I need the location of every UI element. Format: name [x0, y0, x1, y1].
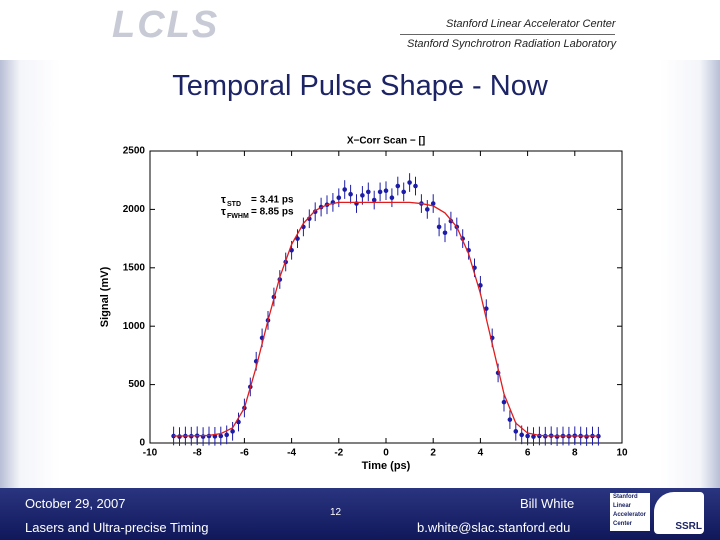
x-tick-label: 6 — [525, 448, 531, 459]
annotation-text: = 3.41 ps — [251, 195, 294, 206]
org-line: Stanford Linear Accelerator Center — [446, 18, 616, 30]
data-point — [478, 283, 483, 288]
data-point — [360, 193, 365, 198]
slide-title: Temporal Pulse Shape - Now — [172, 70, 548, 102]
data-point — [342, 187, 348, 192]
data-point — [383, 188, 389, 194]
data-point — [436, 224, 442, 230]
annotation-subscript: FWHM — [227, 213, 249, 220]
footer-event: Lasers and Ultra-precise Timing — [25, 520, 209, 535]
data-point — [389, 195, 395, 201]
org-line: Stanford Synchrotron Radiation Laborator… — [407, 38, 617, 50]
x-tick-label: 0 — [383, 448, 389, 459]
slac-logo: Stanford Linear Accelerator Center — [610, 493, 650, 531]
data-point — [377, 189, 383, 195]
y-tick-label: 1000 — [123, 321, 146, 332]
x-axis-label: Time (ps) — [362, 460, 411, 472]
page-number: 12 — [330, 507, 342, 518]
y-tick-label: 0 — [139, 438, 145, 449]
data-point — [336, 195, 342, 201]
header: LCLS Stanford Linear Accelerator Center … — [0, 0, 720, 60]
data-point — [348, 191, 353, 197]
data-point — [484, 306, 489, 311]
logo: LCLS — [112, 4, 220, 46]
data-point — [366, 189, 371, 195]
y-tick-label: 1500 — [123, 262, 146, 273]
data-point — [401, 189, 407, 195]
x-tick-label: 8 — [572, 448, 578, 459]
data-point — [407, 180, 412, 185]
annotation-text: = 8.85 ps — [251, 207, 294, 218]
data-point — [513, 429, 519, 434]
data-point — [531, 434, 536, 439]
annotation-symbol: τ — [221, 206, 226, 218]
logo-line: Linear — [613, 503, 632, 509]
footer: October 29, 2007 Lasers and Ultra-precis… — [0, 488, 720, 540]
y-tick-label: 2000 — [123, 204, 146, 215]
y-axis-label: Signal (mV) — [99, 266, 111, 327]
data-point — [230, 429, 235, 434]
divider — [400, 34, 615, 35]
annotation: τ STD = 3.41 ps — [221, 194, 294, 208]
logo-line: Stanford — [613, 494, 638, 500]
annotation-subscript: STD — [227, 201, 241, 208]
data-point — [218, 433, 224, 439]
logo-line: Accelerator — [613, 512, 647, 518]
data-point — [413, 183, 418, 189]
chart-title: X−Corr Scan − [] — [347, 136, 425, 147]
chart: X−Corr Scan − [] Time (ps) Signal (mV) -10 -… — [99, 136, 628, 472]
ssrl-logo: SSRL — [654, 492, 704, 534]
data-point — [430, 201, 436, 206]
x-tick-label: 4 — [478, 448, 484, 459]
footer-date: October 29, 2007 — [25, 496, 126, 511]
x-tick-label: -8 — [193, 448, 202, 459]
data-point — [519, 432, 524, 438]
fit-line — [173, 201, 599, 437]
x-tick-label: 10 — [616, 448, 628, 459]
x-tick-label: -10 — [143, 448, 158, 459]
x-tick-label: 2 — [430, 448, 436, 459]
data-point — [501, 399, 507, 405]
y-tick-label: 500 — [128, 379, 145, 390]
x-tick-label: -2 — [334, 448, 343, 459]
data-point — [425, 207, 430, 212]
data-point — [295, 236, 300, 241]
data-point — [371, 197, 377, 203]
x-tick-label: -4 — [287, 448, 296, 459]
annotation: τ FWHM = 8.85 ps — [221, 206, 294, 220]
data-point — [442, 230, 448, 236]
x-tick-label: -6 — [240, 448, 249, 459]
ssrl-text: SSRL — [675, 521, 702, 532]
data-point — [525, 433, 530, 439]
annotation-symbol: τ — [221, 194, 226, 206]
footer-email: b.white@slac.stanford.edu — [417, 520, 571, 535]
data-point — [224, 432, 229, 438]
footer-author: Bill White — [520, 496, 575, 511]
data-point — [395, 183, 401, 189]
data-point — [507, 417, 513, 422]
logo-line: Center — [613, 521, 633, 527]
y-tick-label: 2500 — [123, 146, 146, 157]
